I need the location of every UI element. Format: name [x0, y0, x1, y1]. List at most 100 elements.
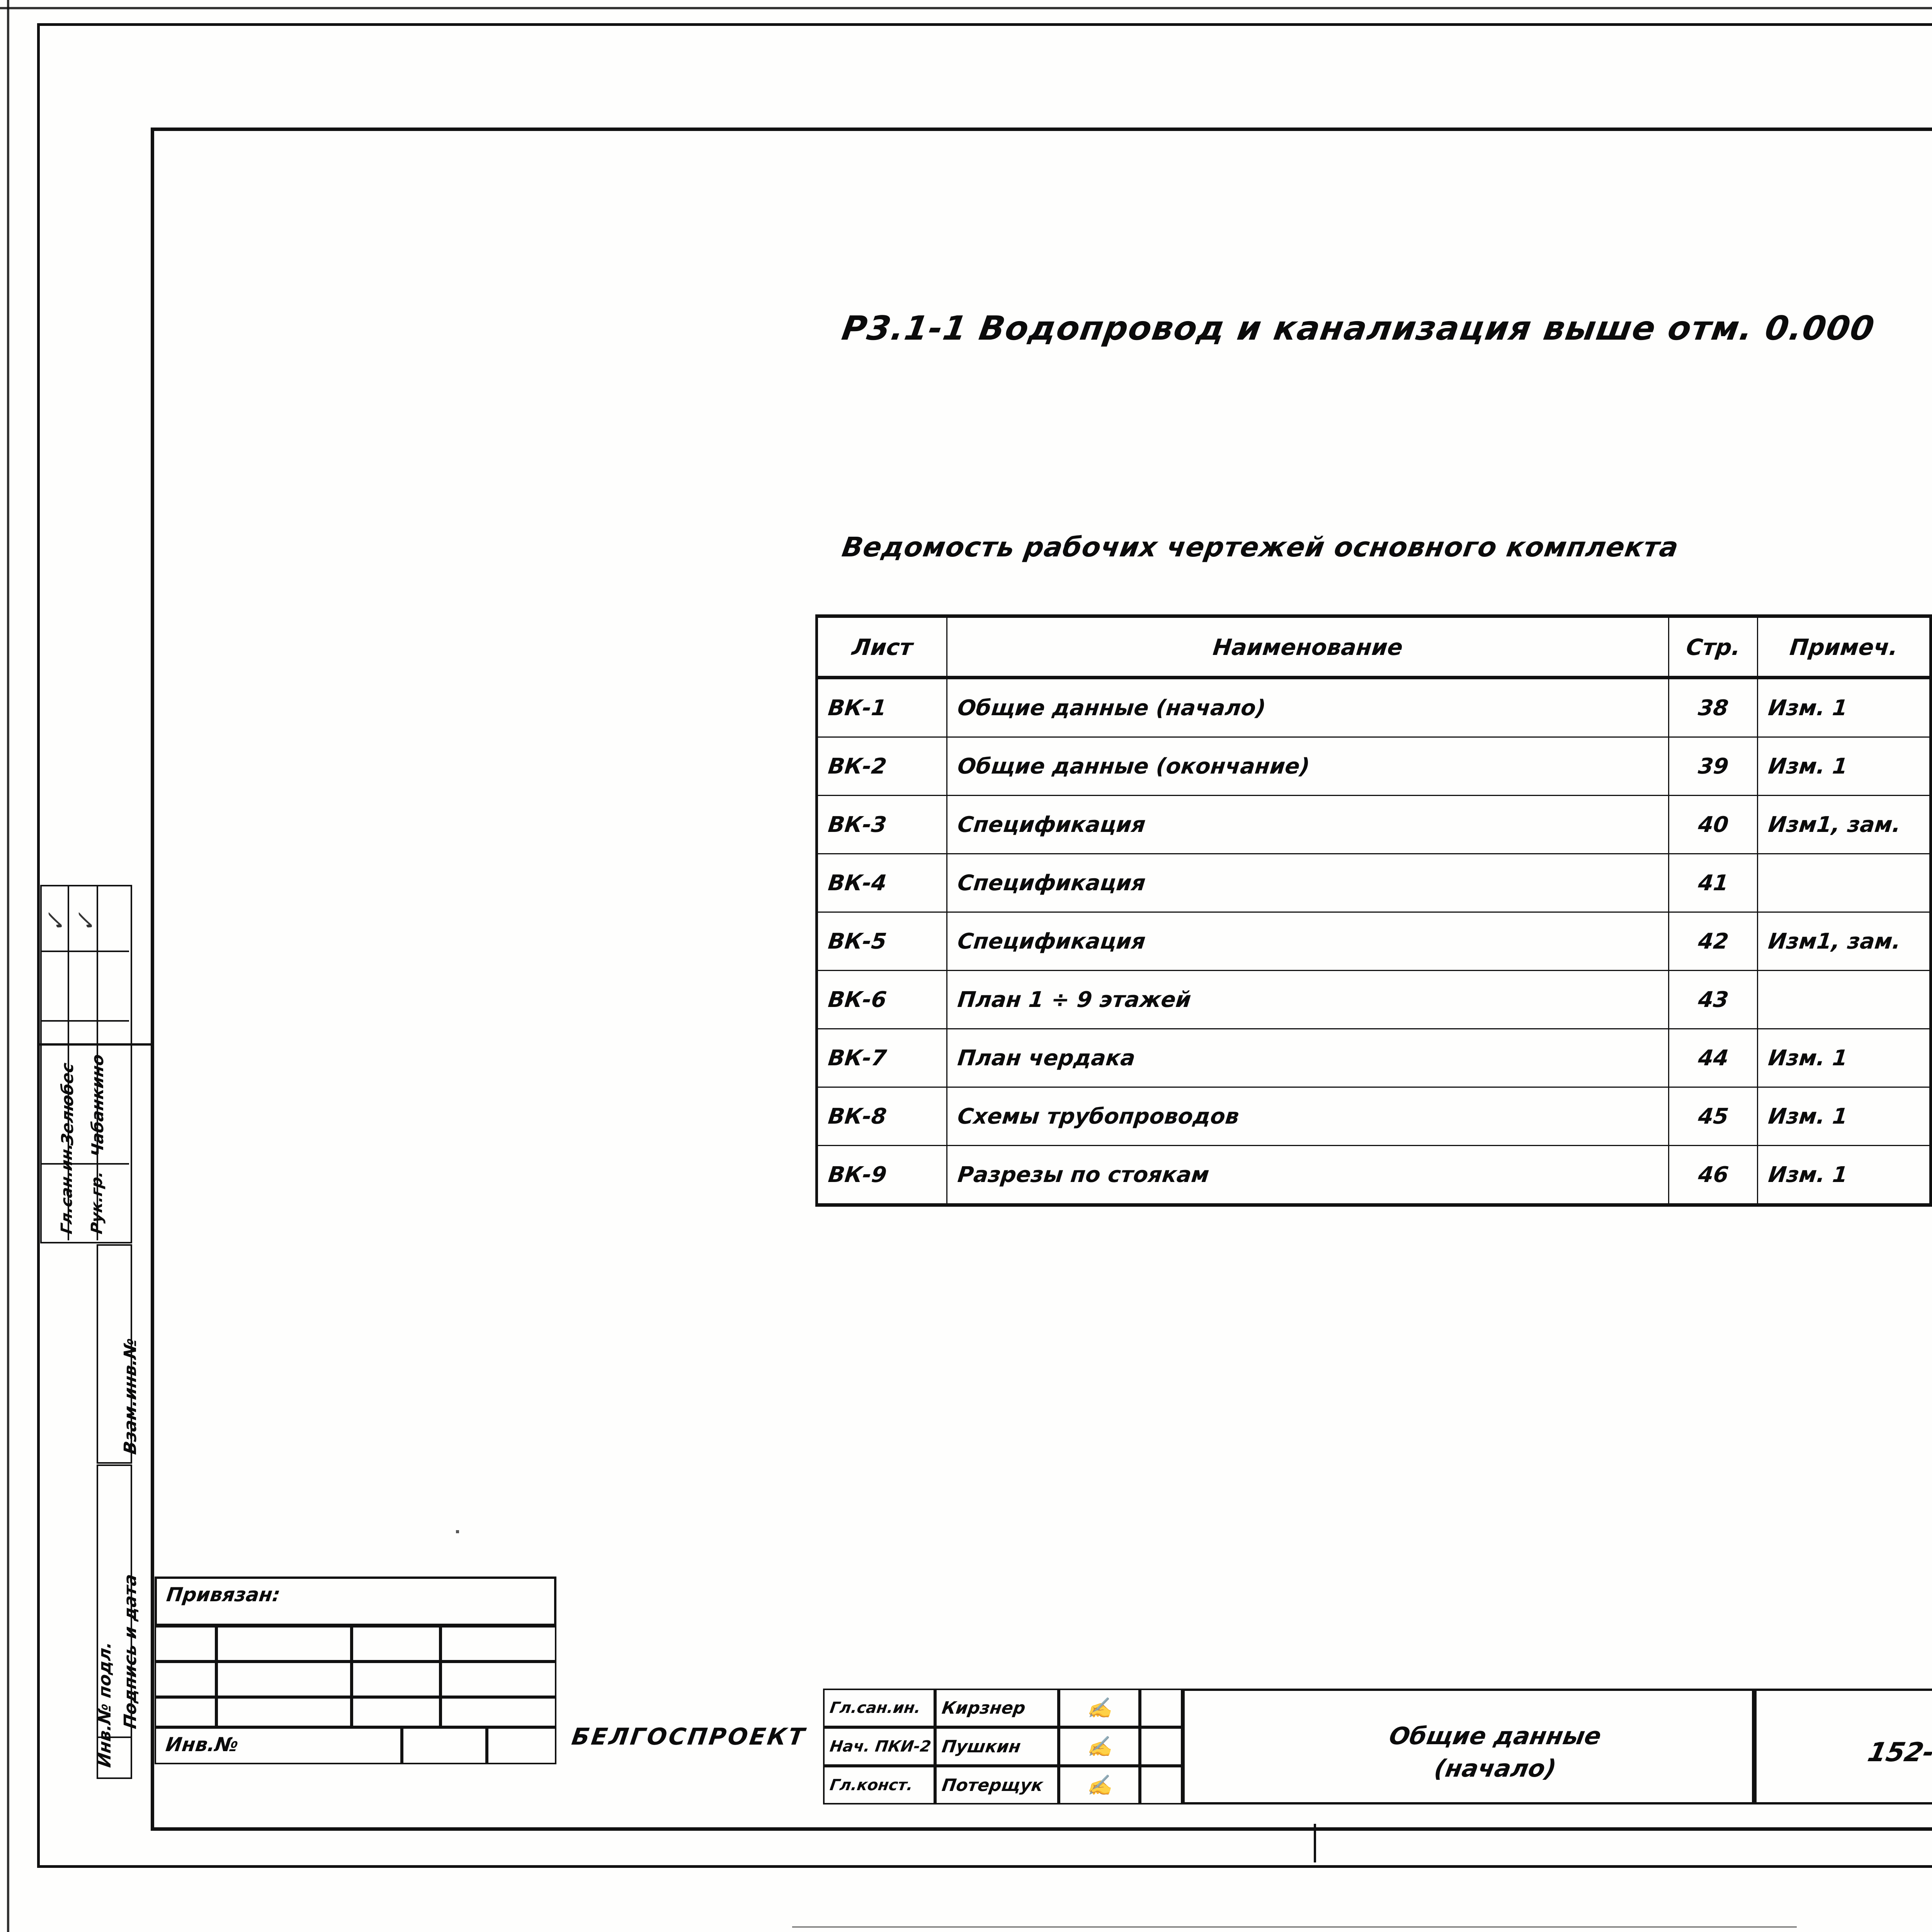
stamp-date-1: [1140, 1689, 1182, 1727]
vzam-inv-label: Взам.инв.№: [121, 1337, 140, 1456]
cell-page: 45: [1665, 1087, 1761, 1146]
stamp-signature-1: ✍: [1059, 1689, 1140, 1727]
cell-note: [1754, 970, 1932, 1029]
binding-label: Привязан:: [165, 1583, 282, 1606]
approval-grid-row1: [40, 951, 129, 952]
binding-grid-r2c1: [155, 1662, 216, 1697]
table-row: ВК-6 План 1 ÷ 9 этажей 43: [813, 970, 1932, 1029]
page-title: Р3.1-1 Водопровод и канализация выше отм…: [839, 309, 1878, 348]
drawing-title-line-2: (начало): [1432, 1754, 1559, 1782]
table-body: ВК-1 Общие данные (начало) 38 Изм. 1 ВК-…: [813, 677, 1932, 1205]
cell-sheet: ВК-4: [813, 854, 950, 912]
cell-page: 44: [1665, 1029, 1761, 1087]
inv-number-cell: Инв.№: [155, 1727, 402, 1764]
binding-grid-r3c1: [155, 1697, 216, 1727]
cell-name: Разрезы по стоякам: [944, 1145, 1672, 1205]
binding-grid-r1c3: [352, 1626, 440, 1662]
stamp-name-2-text: Пушкин: [940, 1736, 1022, 1757]
stamp-code-cell: [1754, 1689, 1932, 1804]
drawing-register-table: Лист Наименование Стр. Примеч. ВК-1 Общи…: [813, 614, 1932, 1207]
cell-name: Спецификация: [944, 854, 1672, 912]
stamp-name-3: Потерщук: [935, 1766, 1059, 1804]
approval-name-2: Чабанкино: [88, 1053, 107, 1158]
sheet-frame-inner: [151, 128, 1932, 1831]
binding-grid-r2c4: [440, 1662, 556, 1697]
col-header-name: Наименование: [944, 616, 1672, 678]
project-code: 152-09/1.2: [1777, 1694, 1932, 1810]
frame-tick-left: [37, 1043, 153, 1046]
sheet-frame-outer: [37, 23, 1932, 1868]
stamp-date-3: [1140, 1766, 1182, 1804]
binding-grid-r3c3: [352, 1697, 440, 1727]
table-row: ВК-7 План чердака 44 Изм. 1: [813, 1029, 1932, 1087]
approval-name-1: Зелюбес: [58, 1061, 77, 1146]
cell-page: 38: [1665, 677, 1761, 737]
binding-grid-r1c1: [155, 1626, 216, 1662]
cell-sheet: ВК-5: [813, 912, 950, 971]
cell-note: Изм. 1: [1754, 737, 1932, 796]
approval-role-1: Гл.сан.ин.: [58, 1142, 76, 1235]
stamp-date-2: [1140, 1727, 1182, 1766]
organization-name: БЕЛГОСПРОЕКТ: [570, 1723, 808, 1750]
stamp-role-2-text: Нач. ПКИ-2: [828, 1738, 932, 1755]
cell-sheet: ВК-6: [813, 970, 950, 1029]
binding-grid-r1c2: [216, 1626, 352, 1662]
cell-page: 41: [1665, 854, 1761, 912]
binding-grid-r2c2: [216, 1662, 352, 1697]
stamp-role-3-text: Гл.конст.: [828, 1776, 914, 1794]
cell-note: Изм1, зам.: [1754, 912, 1932, 971]
cell-page: 43: [1665, 970, 1761, 1029]
table-row: ВК-8 Схемы трубопроводов 45 Изм. 1: [813, 1087, 1932, 1146]
cell-note: Изм1, зам.: [1754, 795, 1932, 854]
binding-grid-r1c4: [440, 1626, 556, 1662]
cell-page: 46: [1665, 1145, 1761, 1205]
binding-label-cell: Привязан:: [155, 1577, 556, 1626]
cell-note: Изм. 1: [1754, 1145, 1932, 1205]
stamp-role-3: Гл.конст.: [823, 1766, 935, 1804]
inv-number-label: Инв.№: [164, 1733, 240, 1756]
binding-grid-r3c2: [216, 1697, 352, 1727]
scan-speck: [456, 1530, 459, 1533]
table-row: ВК-2 Общие данные (окончание) 39 Изм. 1: [813, 737, 1932, 796]
scan-edge-top: [0, 7, 1932, 9]
stamp-signature-3: ✍: [1059, 1766, 1140, 1804]
cell-sheet: ВК-7: [813, 1029, 950, 1087]
inv-podl-label: Инв.№ подл.: [95, 1640, 115, 1769]
signature-date-box: [97, 1464, 132, 1738]
drawing-title: Общие данные (начало): [1248, 1694, 1743, 1810]
table-row: ВК-1 Общие данные (начало) 38 Изм. 1: [813, 677, 1932, 737]
cell-name: План 1 ÷ 9 этажей: [944, 970, 1672, 1029]
table-row: ВК-3 Спецификация 40 Изм1, зам.: [813, 795, 1932, 854]
cell-sheet: ВК-3: [813, 795, 950, 854]
stamp-role-1-text: Гл.сан.ин.: [828, 1699, 922, 1717]
stamp-signature-2: ✍: [1059, 1727, 1140, 1766]
approval-grid-row2: [40, 1020, 129, 1022]
table-header-row: Лист Наименование Стр. Примеч.: [813, 616, 1932, 678]
binding-block: Привязан: Инв.№: [155, 1577, 556, 1764]
stamp-role-2: Нач. ПКИ-2: [823, 1727, 935, 1766]
approval-grid-col2: [68, 885, 69, 1240]
scan-edge-left: [7, 0, 9, 1932]
cell-name: Схемы трубопроводов: [944, 1087, 1672, 1146]
drawing-title-line-1: Общие данные: [1387, 1722, 1604, 1750]
binding-grid-r3c4: [440, 1697, 556, 1727]
cell-page: 42: [1665, 912, 1761, 971]
frame-tick-bottom: [1314, 1824, 1316, 1862]
cell-note: Изм. 1: [1754, 677, 1932, 737]
vzam-inv-box: [97, 1244, 132, 1464]
cell-page: 39: [1665, 737, 1761, 796]
stamp-name-2: Пушкин: [935, 1727, 1059, 1766]
inv-grid-c4: [487, 1727, 556, 1764]
project-code-text: 152-09/1.2: [1865, 1737, 1932, 1768]
approval-grid-row3: [40, 1163, 129, 1165]
approval-grid-col3: [97, 885, 98, 1240]
page-subtitle: Ведомость рабочих чертежей основного ком…: [840, 531, 1681, 563]
table-row: ВК-4 Спецификация 41: [813, 854, 1932, 912]
cell-name: План чердака: [944, 1029, 1672, 1087]
cell-note: Изм. 1: [1754, 1029, 1932, 1087]
title-block-stamp: Гл.сан.ин. Нач. ПКИ-2 Гл.конст. Кирзнер …: [823, 1689, 1932, 1816]
cell-name: Спецификация: [944, 795, 1672, 854]
col-header-sheet: Лист: [813, 616, 951, 678]
cell-name: Общие данные (окончание): [944, 737, 1672, 796]
